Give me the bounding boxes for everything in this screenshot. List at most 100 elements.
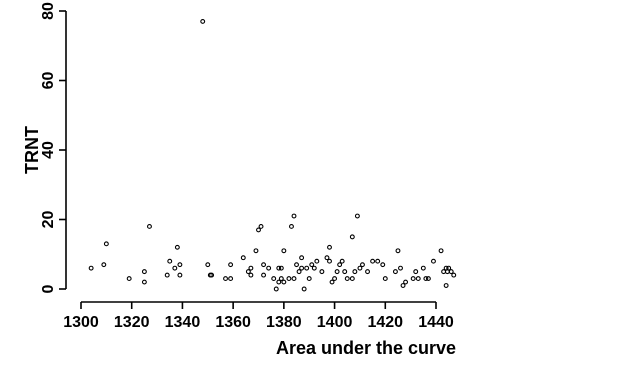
scatter-point (278, 276, 284, 282)
y-tick-label: 20 (40, 211, 57, 229)
x-tick-label: 1340 (165, 314, 201, 331)
x-tick-label: 1300 (63, 314, 99, 331)
scatter-point (337, 262, 343, 268)
scatter-point (392, 269, 398, 275)
scatter-point (332, 276, 338, 282)
scatter-point (352, 269, 358, 275)
scatter-point (271, 276, 277, 282)
scatter-point (245, 269, 251, 275)
scatter-point (281, 279, 287, 285)
scatter-point (309, 262, 315, 268)
scatter-point (314, 258, 320, 264)
scatter-point (382, 276, 388, 282)
scatter-point (248, 265, 254, 271)
scatter-point (443, 283, 449, 288)
scatter-point (286, 276, 292, 282)
points-layer (88, 18, 457, 292)
scatter-point (301, 286, 307, 292)
scatter-point (324, 255, 330, 261)
scatter-point (415, 276, 421, 282)
scatter-point (126, 276, 132, 282)
scatter-point (278, 265, 284, 271)
scatter-point (253, 248, 259, 254)
scatter-point (349, 276, 355, 282)
y-tick-label: 80 (40, 2, 57, 20)
scatter-point (103, 241, 109, 247)
scatter-point (410, 276, 416, 282)
scatter-point (357, 265, 363, 271)
scatter-point (261, 272, 267, 278)
scatter-point (291, 213, 297, 219)
scatter-point (228, 276, 234, 282)
y-tick-label: 40 (40, 141, 57, 159)
x-tick-label: 1380 (266, 314, 302, 331)
scatter-point (319, 269, 325, 275)
scatter-point (400, 283, 406, 288)
y-tick-label: 60 (40, 72, 57, 90)
scatter-point (441, 269, 447, 275)
scatter-point (174, 244, 180, 250)
scatter-point (403, 279, 409, 285)
scatter-point (339, 258, 345, 264)
scatter-point (88, 265, 94, 271)
y-tick-label: 0 (40, 284, 57, 293)
scatter-point (228, 262, 234, 268)
x-tick-label: 1320 (114, 314, 150, 331)
scatter-point (172, 265, 178, 271)
scatter-point (342, 269, 348, 275)
scatter-point (141, 269, 147, 275)
scatter-point (261, 262, 267, 268)
scatter-point (448, 269, 454, 275)
scatter-point (299, 255, 305, 261)
x-tick-label: 1360 (215, 314, 251, 331)
scatter-point (365, 269, 370, 275)
scatter-point (266, 265, 272, 271)
scatter-point (349, 234, 355, 240)
scatter-point (380, 262, 386, 268)
scatter-point (398, 265, 403, 271)
scatter-point (329, 279, 335, 285)
scatter-point (431, 258, 436, 264)
scatter-point (354, 213, 360, 219)
scatter-point (258, 224, 264, 229)
scatter-point (344, 276, 350, 282)
scatter-point (375, 258, 381, 264)
scatter-point (304, 265, 310, 271)
scatter-point (147, 224, 152, 229)
scatter-point (306, 276, 312, 282)
scatter-point (451, 272, 457, 278)
scatter-point (177, 272, 183, 278)
scatter-point (360, 262, 365, 268)
scatter-point (438, 248, 444, 254)
scatter-point (209, 272, 215, 278)
scatter-point (446, 265, 452, 271)
scatter-point (141, 279, 147, 285)
scatter-point (370, 258, 376, 264)
scatter-point (200, 18, 206, 24)
scatter-point (299, 265, 305, 271)
scatter-point (413, 269, 419, 275)
scatter-point (327, 244, 332, 250)
scatter-point (164, 272, 170, 278)
scatter-point (248, 272, 254, 278)
scatter-point (395, 248, 401, 254)
scatter-point (101, 262, 107, 268)
scatter-point (420, 265, 426, 271)
scatter-point (289, 224, 294, 229)
scatter-point (281, 248, 287, 254)
scatter-point (205, 262, 211, 268)
scatter-point (167, 258, 173, 264)
x-tick-label: 1440 (418, 314, 454, 331)
scatter-point (423, 276, 429, 282)
x-tick-label: 1400 (317, 314, 353, 331)
scatter-point (425, 276, 431, 282)
x-axis-title: Area under the curve (276, 338, 456, 358)
x-tick-label: 1420 (367, 314, 403, 331)
scatter-point (291, 276, 297, 282)
scatter-point (240, 255, 246, 261)
y-axis-title: TRNT (22, 126, 42, 174)
scatter-point (276, 265, 282, 271)
scatter-point (223, 276, 228, 282)
scatter-point (276, 279, 282, 285)
